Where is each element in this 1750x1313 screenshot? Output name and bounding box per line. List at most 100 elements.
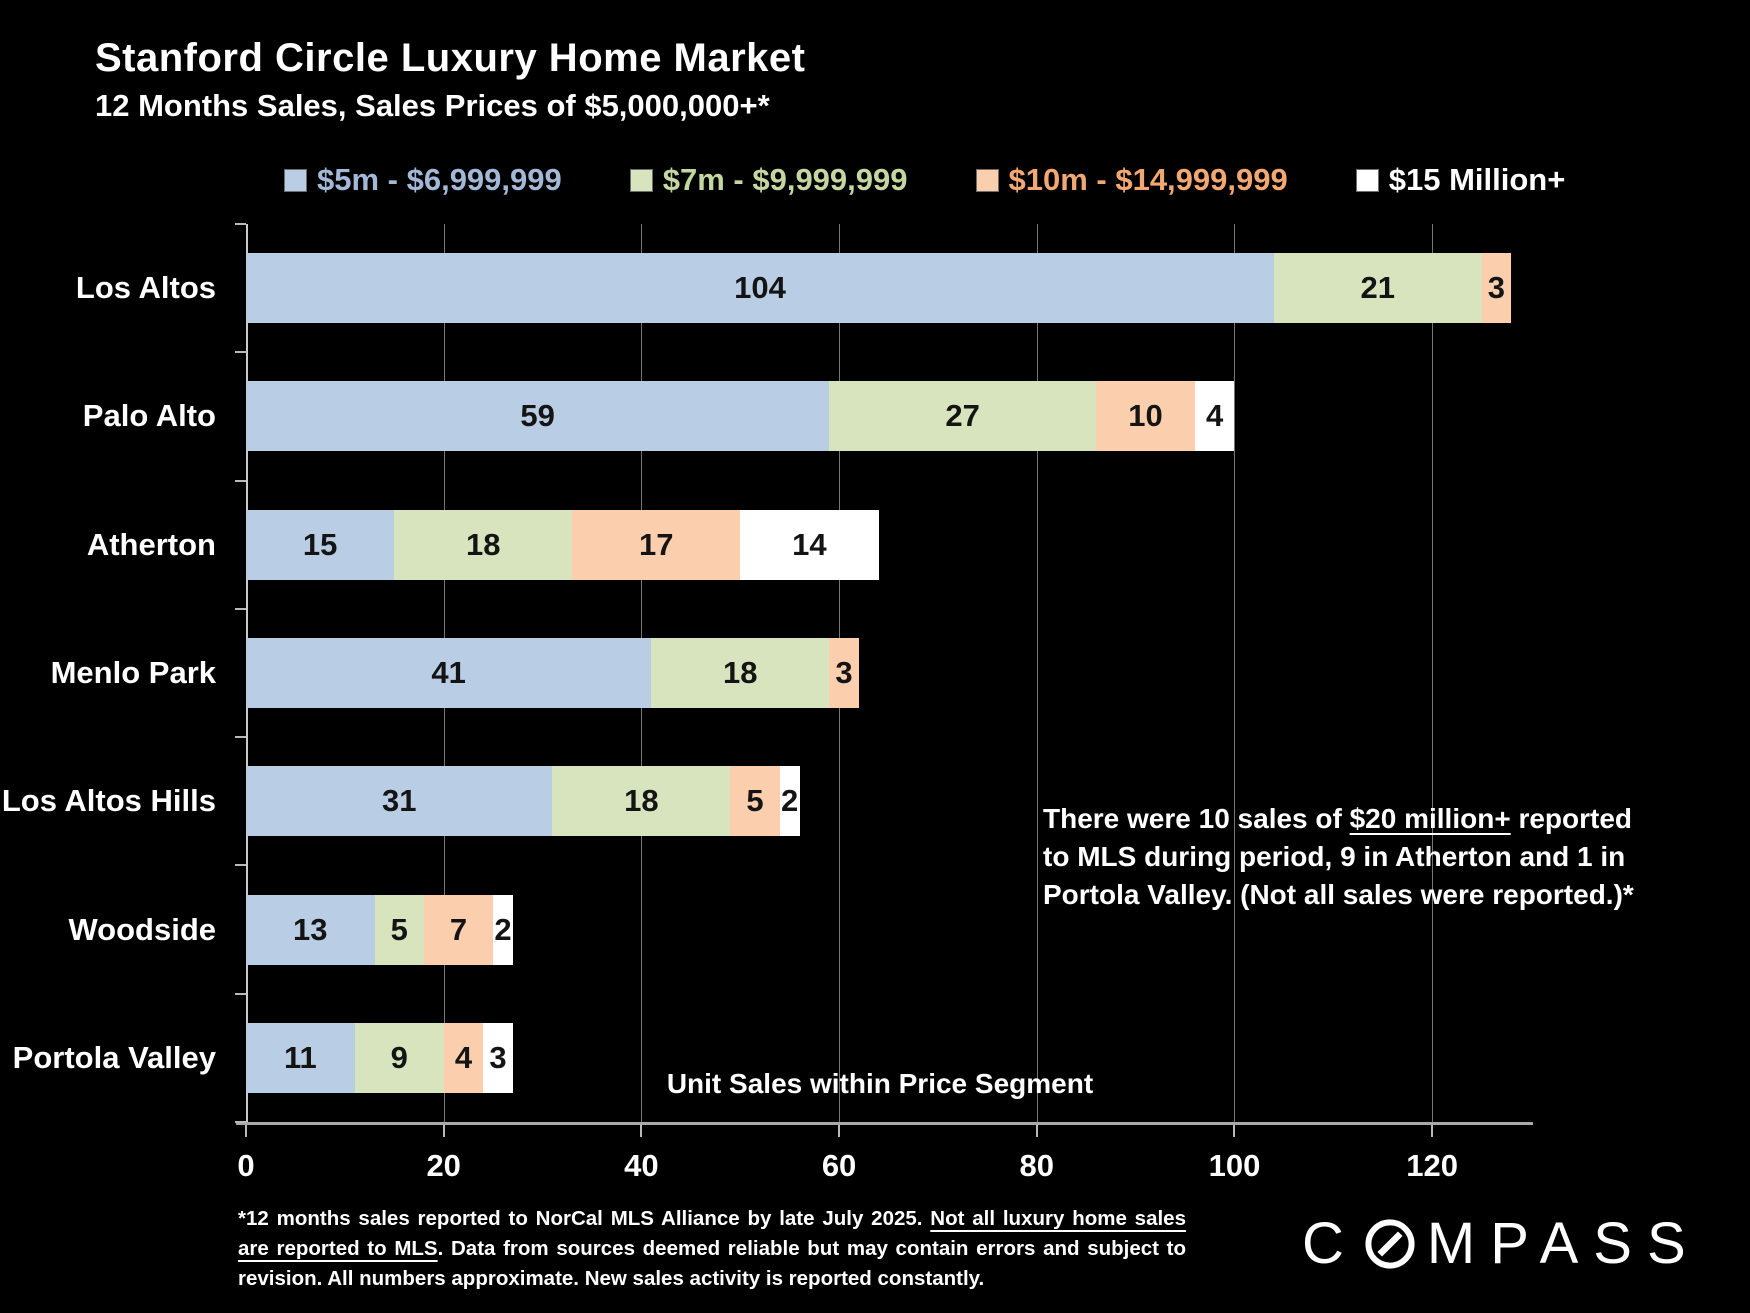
- segment-value: 14: [792, 526, 827, 562]
- y-axis-tick: [235, 1121, 246, 1123]
- segment-value: 13: [293, 911, 328, 947]
- annotation: There were 10 sales of $20 million+ repo…: [1043, 800, 1634, 914]
- annotation-line-3: Portola Valley. (Not all sales were repo…: [1043, 879, 1634, 910]
- segment-value: 31: [381, 783, 417, 819]
- bar-segment: 3: [483, 1022, 513, 1093]
- x-axis-line: [236, 1122, 1533, 1125]
- x-axis-title: Unit Sales within Price Segment: [666, 1068, 1094, 1099]
- legend-label: $15 Million+: [1388, 162, 1566, 197]
- x-axis-tick: [1035, 1125, 1038, 1137]
- bar-segment: 5: [374, 894, 424, 965]
- x-tick-label: 40: [624, 1148, 659, 1183]
- bar-row: 13 5 7 2: [246, 865, 1531, 993]
- category-label: Los Altos: [75, 270, 216, 306]
- bar-segment: 41: [246, 637, 652, 708]
- y-axis-tick: [235, 480, 246, 482]
- bar-row: 104 21 3: [246, 224, 1531, 352]
- bar-segment: 5: [730, 766, 780, 837]
- bar-segment: 104: [246, 253, 1274, 324]
- stacked-bar: 41 18 3: [246, 637, 1531, 708]
- category-label: Woodside: [68, 911, 216, 947]
- segment-value: 4: [1206, 398, 1224, 434]
- y-axis-tick: [235, 736, 246, 738]
- compass-logo: C MPASS: [1302, 1210, 1701, 1277]
- bar-row: 15 18 17 14: [246, 481, 1531, 609]
- stacked-bar: 59 27 10 4: [246, 381, 1531, 452]
- legend-swatch-icon: [629, 168, 653, 192]
- gridline: [1234, 224, 1236, 1122]
- segment-value: 9: [390, 1039, 408, 1075]
- category-label: Menlo Park: [50, 654, 216, 690]
- annotation-line-1: There were 10 sales of $20 million+ repo…: [1043, 803, 1633, 834]
- bar-segment: 2: [493, 894, 513, 965]
- footnote: *12 months sales reported to NorCal MLS …: [238, 1207, 1186, 1290]
- segment-value: 18: [465, 526, 501, 562]
- segment-value: 10: [1128, 398, 1163, 434]
- gridline: [1432, 224, 1434, 1122]
- bar-row: 59 27 10 4: [246, 352, 1531, 480]
- stacked-bar: 11 9 4 3: [246, 1022, 1531, 1093]
- x-axis-tick: [1431, 1125, 1434, 1137]
- bar-row: 31 18 5 2: [246, 737, 1531, 865]
- bar-segment: 9: [354, 1022, 444, 1093]
- annotation-underlined-value: $20 million+: [1349, 803, 1511, 834]
- legend-label: $5m - $6,999,999: [317, 162, 562, 197]
- segment-value: 21: [1360, 270, 1396, 306]
- segment-value: 4: [454, 1039, 473, 1075]
- y-axis-tick: [235, 223, 246, 225]
- bar-segment: 11: [246, 1022, 355, 1093]
- bar-segment: 14: [740, 509, 879, 580]
- y-axis-tick: [235, 864, 246, 866]
- stacked-bar: 104 21 3: [246, 253, 1531, 324]
- legend-swatch-icon: [975, 168, 999, 192]
- category-label: Palo Alto: [82, 398, 216, 434]
- x-axis-tick: [838, 1125, 841, 1137]
- segment-value: 3: [489, 1039, 507, 1075]
- bar-segment: 15: [246, 509, 395, 580]
- gridline: [1036, 224, 1038, 1122]
- x-axis-tick: [442, 1125, 445, 1137]
- chart-subtitle: 12 Months Sales, Sales Prices of $5,000,…: [95, 88, 770, 123]
- bar-segment: 18: [394, 509, 573, 580]
- bar-segment: 21: [1274, 253, 1482, 324]
- chart-title: Stanford Circle Luxury Home Market: [95, 36, 806, 80]
- bar-segment: 3: [829, 637, 859, 708]
- bar-segment: 59: [246, 381, 830, 452]
- legend-swatch-icon: [1355, 168, 1379, 192]
- logo-letter: C: [1302, 1211, 1359, 1276]
- stacked-bar: 13 5 7 2: [246, 894, 1531, 965]
- category-label: Los Altos Hills: [1, 783, 216, 819]
- bar-segment: 4: [1194, 381, 1235, 452]
- bar-segment: 13: [246, 894, 375, 965]
- category-label: Portola Valley: [12, 1039, 216, 1075]
- x-tick-label: 60: [821, 1148, 857, 1183]
- bar-segment: 4: [443, 1022, 484, 1093]
- bar-segment: 18: [651, 637, 830, 708]
- logo-letters: MPASS: [1426, 1211, 1701, 1276]
- segment-value: 11: [283, 1039, 317, 1075]
- bar-segment: 7: [423, 894, 494, 965]
- legend-item-3: $15 Million+: [1355, 162, 1566, 198]
- y-axis-tick: [235, 351, 246, 353]
- segment-value: 18: [624, 783, 659, 819]
- segment-value: 2: [494, 911, 512, 947]
- stacked-bar: 15 18 17 14: [246, 509, 1531, 580]
- y-axis-tick: [235, 608, 246, 610]
- x-tick-label: 80: [1019, 1148, 1055, 1183]
- x-tick-label: 0: [237, 1148, 255, 1183]
- x-tick-label: 100: [1208, 1148, 1261, 1183]
- bar-segment: 2: [779, 766, 800, 837]
- legend-item-1: $7m - $9,999,999: [629, 162, 908, 198]
- bar-segment: 17: [572, 509, 741, 580]
- segment-value: 3: [1487, 270, 1505, 306]
- bar-segment: 10: [1096, 381, 1195, 452]
- bar-segment: 18: [552, 766, 731, 837]
- legend-label: $10m - $14,999,999: [1008, 162, 1288, 197]
- legend-item-2: $10m - $14,999,999: [975, 162, 1288, 198]
- segment-value: 59: [520, 398, 555, 434]
- segment-value: 27: [945, 398, 980, 434]
- plot-area: 0 20 40 60 80 100 120 104 21 3 59 27 10 4 15 18 17 14 41 18…: [235, 223, 1533, 1183]
- segment-value: 17: [638, 526, 674, 562]
- bar-segment: 27: [829, 381, 1097, 452]
- x-tick-label: 120: [1406, 1148, 1459, 1183]
